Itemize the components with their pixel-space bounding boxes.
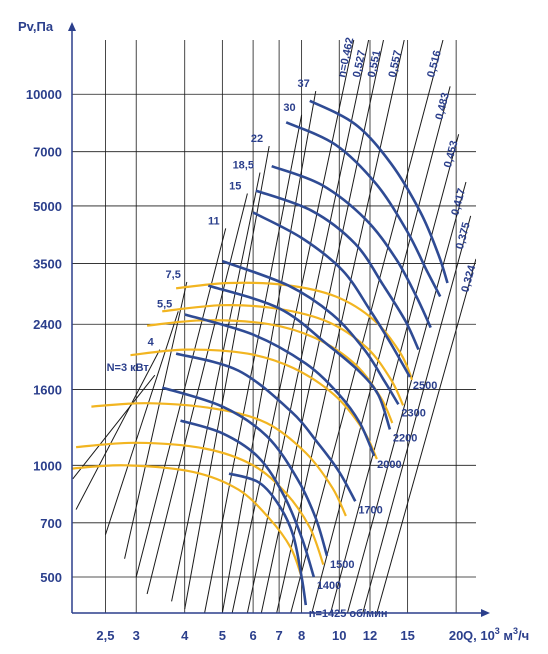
labels: 2,5 3 4 5 6 7 8 10 12 15 20 500 700 1000 1600 2400 3500 5… bbox=[26, 36, 479, 643]
pressure-curve bbox=[228, 472, 308, 606]
efficiency-line bbox=[376, 258, 476, 613]
efficiency-label: 0,516 bbox=[425, 49, 444, 79]
efficiency-line bbox=[330, 134, 460, 613]
x-tick-label: 12 bbox=[363, 628, 377, 643]
power-label: 15 bbox=[229, 181, 241, 193]
power-line bbox=[72, 374, 156, 480]
x-axis-arrow bbox=[481, 609, 490, 617]
y-tick-label: 10000 bbox=[26, 87, 62, 102]
efficiency-line bbox=[231, 40, 355, 613]
power-curves bbox=[72, 281, 414, 578]
pressure-curve bbox=[285, 121, 442, 298]
x-tick-label: 2,5 bbox=[96, 628, 114, 643]
x-tick-label: 3 bbox=[133, 628, 140, 643]
pressure-curve bbox=[180, 419, 316, 578]
rpm-label: 2000 bbox=[377, 459, 401, 471]
pressure-curve bbox=[221, 259, 400, 405]
y-tick-label: 1600 bbox=[33, 383, 62, 398]
y-tick-label: 700 bbox=[40, 516, 62, 531]
efficiency-label: 0,417 bbox=[449, 187, 468, 217]
power-curve bbox=[72, 464, 303, 578]
efficiency-label: 0,324 bbox=[459, 263, 478, 294]
power-label: 22 bbox=[251, 133, 263, 145]
power-line bbox=[184, 145, 270, 610]
power-label: 11 bbox=[208, 215, 220, 227]
efficiency-label: 0,557 bbox=[387, 49, 405, 78]
efficiency-line bbox=[346, 181, 467, 613]
power-curve bbox=[146, 319, 394, 424]
rpm-label: 1500 bbox=[330, 559, 354, 571]
x-tick-label: 7 bbox=[275, 628, 282, 643]
power-line bbox=[75, 349, 161, 510]
efficiency-line bbox=[290, 40, 444, 613]
efficiency-line bbox=[276, 40, 405, 613]
power-curve bbox=[175, 281, 414, 381]
pressure-curves bbox=[161, 99, 449, 606]
y-tick-label: 2400 bbox=[33, 317, 62, 332]
efficiency-line bbox=[260, 40, 384, 613]
x-tick-label: 5 bbox=[219, 628, 226, 643]
efficiency-label: 0,551 bbox=[366, 49, 383, 78]
efficiency-label: 0,527 bbox=[351, 49, 368, 78]
y-tick-label: 7000 bbox=[33, 145, 62, 160]
power-label: 5,5 bbox=[157, 298, 172, 310]
x-tick-label: 8 bbox=[298, 628, 305, 643]
rpm-label: 1400 bbox=[317, 580, 341, 592]
rpm-label: 1700 bbox=[358, 504, 382, 516]
x-tick-label: 10 bbox=[332, 628, 346, 643]
efficiency-label: 0,483 bbox=[433, 91, 452, 121]
y-axis-arrow bbox=[68, 22, 76, 31]
efficiency-line bbox=[362, 215, 472, 613]
y-tick-label: 5000 bbox=[33, 199, 62, 214]
rpm-label: 2300 bbox=[401, 407, 425, 419]
power-line bbox=[221, 90, 317, 613]
power-label: N=3 кВт bbox=[107, 362, 150, 374]
axes bbox=[68, 22, 490, 617]
power-lines bbox=[72, 90, 317, 613]
efficiency-line bbox=[311, 86, 451, 613]
power-line bbox=[146, 193, 248, 595]
rpm-label: n=1425 об/мин bbox=[309, 608, 388, 620]
y-tick-label: 1000 bbox=[33, 458, 62, 473]
pressure-curve bbox=[161, 386, 329, 557]
x-tick-label: 20 bbox=[449, 628, 463, 643]
rpm-label: 2500 bbox=[413, 380, 437, 392]
pressure-curve bbox=[271, 164, 432, 329]
pressure-curve bbox=[252, 211, 412, 378]
power-label: 18,5 bbox=[233, 160, 254, 172]
power-line bbox=[204, 114, 303, 613]
power-line bbox=[124, 281, 188, 559]
efficiency-label: 0,453 bbox=[442, 139, 461, 169]
power-curve bbox=[162, 304, 405, 406]
power-line bbox=[104, 311, 179, 535]
x-tick-label: 4 bbox=[181, 628, 189, 643]
rpm-label: 2200 bbox=[393, 432, 417, 444]
pressure-curve bbox=[207, 284, 392, 430]
y-axis-title: Pv,Па bbox=[18, 19, 54, 34]
efficiency-label: 0,375 bbox=[454, 221, 473, 251]
pressure-curve bbox=[175, 352, 357, 502]
y-tick-label: 3500 bbox=[33, 256, 62, 271]
power-label: 30 bbox=[283, 102, 295, 114]
power-line bbox=[171, 172, 261, 602]
y-tick-label: 500 bbox=[40, 570, 62, 585]
pressure-curve bbox=[309, 99, 449, 284]
pressure-curve bbox=[255, 189, 420, 351]
power-curve bbox=[76, 441, 325, 565]
power-label: 37 bbox=[298, 78, 310, 90]
x-axis-title: Q, 103 м3/ч bbox=[463, 626, 529, 643]
power-label: 7,5 bbox=[166, 269, 181, 281]
efficiency-lines bbox=[231, 40, 476, 613]
x-tick-label: 15 bbox=[400, 628, 414, 643]
pressure-curve bbox=[184, 313, 376, 457]
power-label: 4 bbox=[148, 337, 155, 349]
x-tick-label: 6 bbox=[249, 628, 256, 643]
power-curve bbox=[91, 402, 347, 517]
